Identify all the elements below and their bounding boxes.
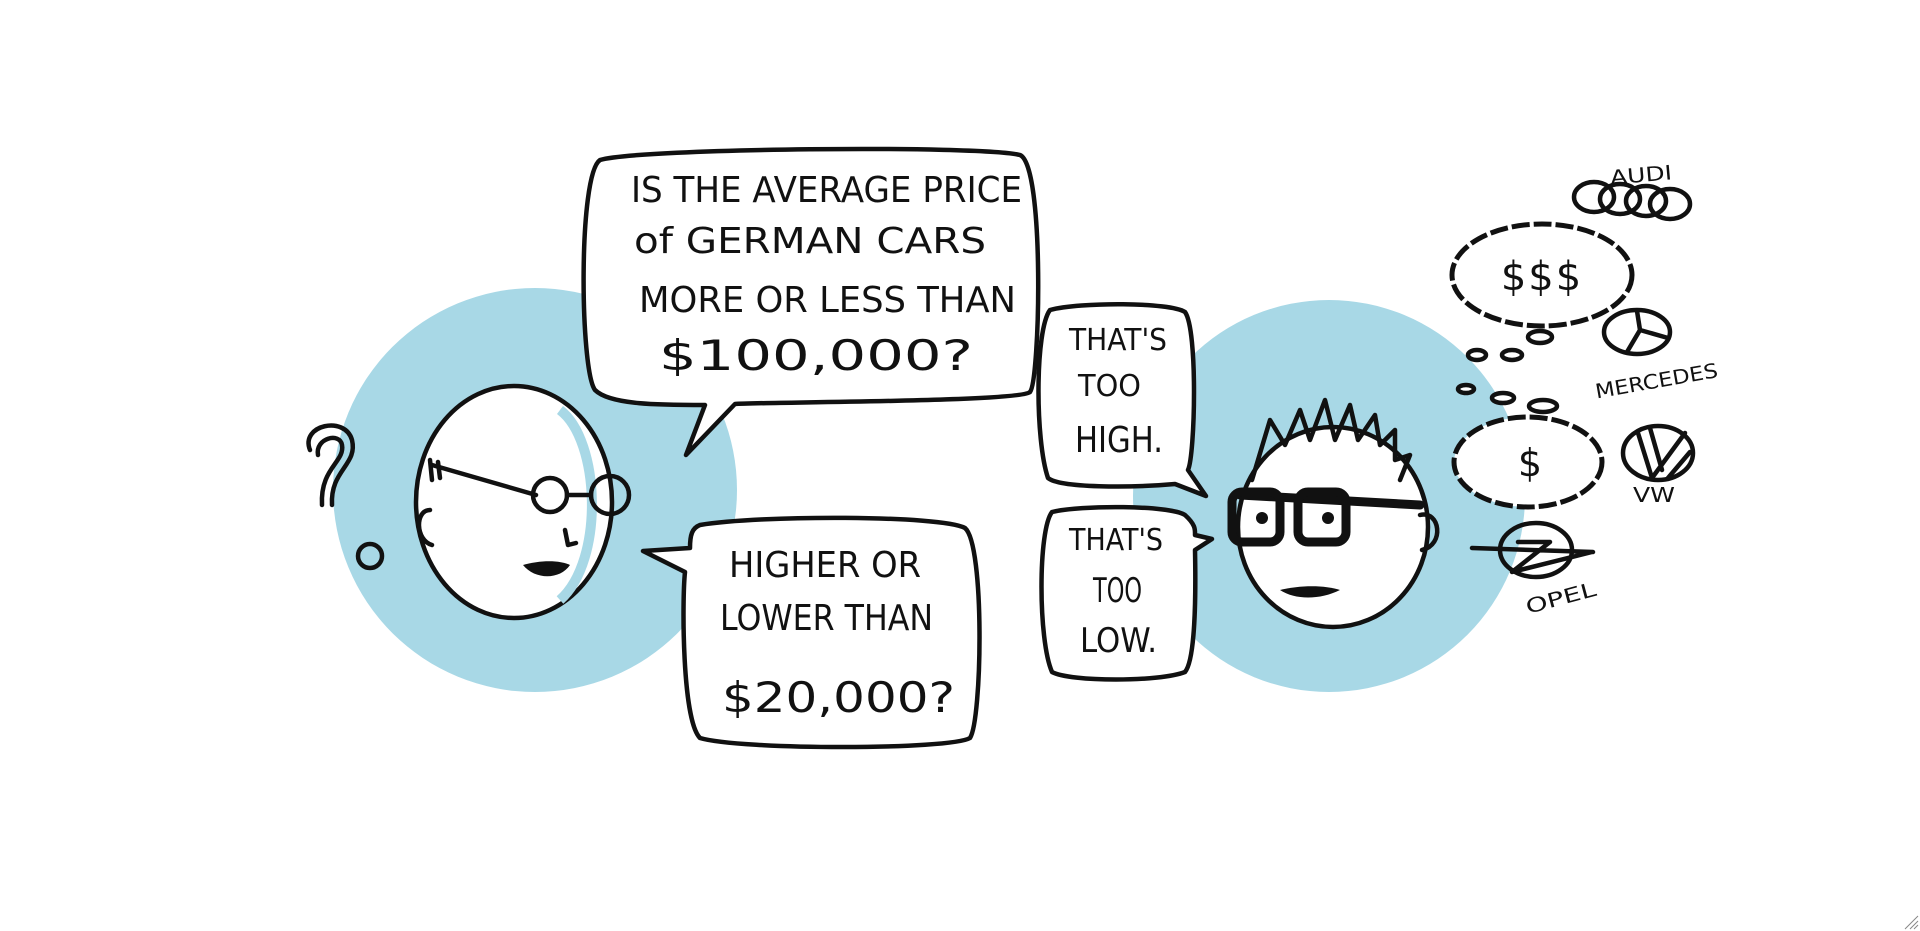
- reply-high-line-3: HIGH.: [1075, 420, 1163, 461]
- audi-rings-icon: [1571, 179, 1693, 222]
- high-price-text: $$$: [1501, 254, 1583, 300]
- high-price-thought-cloud: $$$: [1449, 221, 1635, 329]
- mercedes-label: MERCEDES: [1593, 358, 1719, 403]
- left-character-head: [413, 383, 632, 621]
- opel-logo-icon: [1469, 520, 1596, 580]
- low-price-text: $: [1518, 441, 1542, 485]
- followup-line-1: HIGHER OR: [729, 545, 921, 586]
- resize-grip[interactable]: [1904, 915, 1919, 930]
- question-speech-bubble: IS THE AVERAGE PRICE of GERMAN CARS MORE…: [581, 146, 1041, 458]
- right-character-head: [1227, 397, 1440, 630]
- reply-high-line-1: THAT'S: [1068, 323, 1167, 358]
- followup-line-3: $20,000?: [722, 673, 955, 722]
- reply-low-line-2: TOO: [1092, 571, 1142, 611]
- vw-label: VW: [1633, 483, 1675, 507]
- audi-label: AUDI: [1609, 160, 1673, 189]
- reply-high-line-2: TOO: [1077, 369, 1141, 404]
- low-price-thought-cloud: $: [1451, 414, 1605, 510]
- question-line-3: MORE OR LESS THAN: [639, 280, 1016, 321]
- question-mark-icon: [306, 423, 385, 571]
- followup-line-2: LOWER THAN: [720, 598, 933, 639]
- reply-too-high-bubble: THAT'S TOO HIGH.: [1036, 302, 1209, 499]
- mercedes-star-icon: [1601, 307, 1673, 357]
- question-line-4: $100,000?: [659, 331, 973, 380]
- vw-logo-icon: [1620, 423, 1696, 483]
- reply-low-line-3: LOW.: [1080, 621, 1157, 661]
- question-line-2: of GERMAN CARS: [634, 221, 986, 262]
- reply-too-low-bubble: THAT'S TOO LOW.: [1039, 504, 1215, 682]
- reply-low-line-1: THAT'S: [1068, 523, 1163, 558]
- thought-dots: [1455, 328, 1560, 415]
- followup-speech-bubble: HIGHER OR LOWER THAN $20,000?: [640, 515, 982, 750]
- question-line-1: IS THE AVERAGE PRICE: [631, 170, 1022, 211]
- opel-label: OPEL: [1523, 577, 1600, 619]
